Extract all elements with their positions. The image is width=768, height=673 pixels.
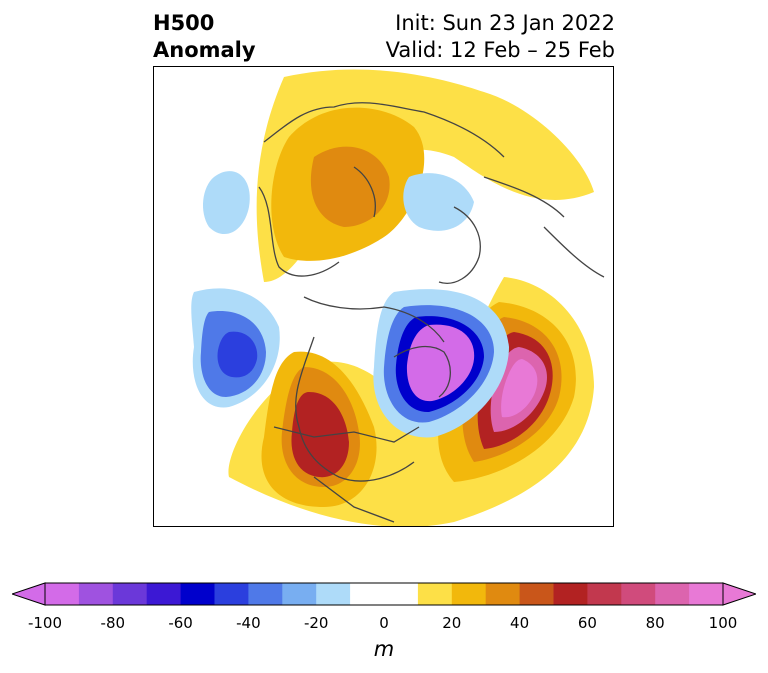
- colorbar-border: [44, 582, 724, 606]
- positive-anomaly-magenta: [501, 359, 538, 418]
- colorbar-tick-label: -40: [236, 614, 261, 632]
- colorbar-segment: [621, 583, 656, 605]
- colorbar-tick-label: 0: [379, 614, 389, 632]
- colorbar-segment: [553, 583, 588, 605]
- map-title-left: H500 Anomaly: [153, 10, 256, 64]
- map-canvas: [191, 69, 605, 526]
- colorbar-tick-label: -100: [27, 614, 63, 632]
- title-variable: H500: [153, 11, 215, 35]
- map-title-right: Init: Sun 23 Jan 2022 Valid: 12 Feb – 25…: [386, 10, 615, 64]
- colorbar-segment: [214, 583, 249, 605]
- init-date: Init: Sun 23 Jan 2022: [395, 11, 615, 35]
- colorbar-segment: [248, 583, 283, 605]
- colorbar-segment: [282, 583, 317, 605]
- colorbar-unit: m: [373, 637, 395, 661]
- colorbar-tick-label: 40: [510, 614, 530, 632]
- anomaly-map: [153, 66, 614, 527]
- colorbar: [12, 582, 756, 606]
- colorbar-tick-label: 20: [442, 614, 462, 632]
- colorbar-segment: [78, 583, 114, 605]
- valid-range: Valid: 12 Feb – 25 Feb: [385, 38, 615, 62]
- coastlines: [258, 102, 605, 523]
- colorbar-tick-label: -20: [303, 614, 329, 632]
- colorbar-segment: [451, 583, 487, 605]
- colorbar-tick-label: 100: [708, 614, 738, 632]
- colorbar-tick-label: 60: [577, 614, 597, 632]
- colorbar-segment: [384, 583, 419, 605]
- colorbar-segment: [112, 583, 148, 605]
- colorbar-segment: [180, 583, 215, 605]
- colorbar-segment: [45, 583, 80, 605]
- colorbar-segment: [350, 583, 385, 605]
- colorbar-segment: [519, 583, 554, 605]
- colorbar-segment: [417, 583, 453, 605]
- colorbar-low-arrow: [12, 582, 46, 606]
- colorbar-segment: [485, 583, 521, 605]
- colorbar-tick-label: -80: [100, 614, 126, 632]
- colorbar-tick-label: -60: [168, 614, 193, 632]
- colorbar-segment: [655, 583, 690, 605]
- negative-anomaly-core: [217, 324, 475, 402]
- title-anomaly: Anomaly: [153, 38, 256, 62]
- colorbar-tick-label: 80: [645, 614, 665, 632]
- colorbar-segment: [316, 583, 351, 605]
- colorbar-segment: [689, 583, 724, 605]
- colorbar-segment: [587, 583, 622, 605]
- colorbar-segment: [146, 583, 182, 605]
- colorbar-high-arrow: [722, 582, 756, 606]
